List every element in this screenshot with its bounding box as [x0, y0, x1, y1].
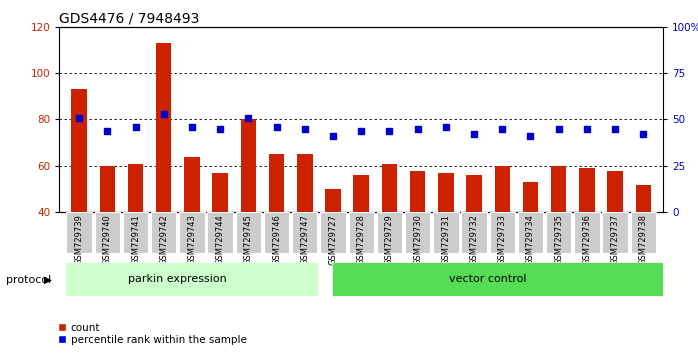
- Bar: [332, 262, 676, 296]
- Bar: [66, 212, 91, 253]
- Bar: [264, 212, 289, 253]
- Bar: [292, 212, 318, 253]
- Bar: [353, 175, 369, 212]
- Bar: [579, 168, 595, 212]
- Bar: [236, 212, 261, 253]
- Bar: [574, 212, 600, 253]
- Text: ▶: ▶: [44, 275, 52, 285]
- Point: [102, 128, 113, 133]
- Text: GSM729735: GSM729735: [554, 215, 563, 265]
- Text: vector control: vector control: [450, 274, 527, 284]
- Bar: [123, 212, 148, 253]
- Text: GSM729731: GSM729731: [441, 215, 450, 265]
- Bar: [65, 262, 318, 296]
- Point: [158, 111, 170, 117]
- Text: GSM729732: GSM729732: [470, 215, 479, 265]
- Point: [73, 115, 84, 120]
- Point: [412, 126, 423, 132]
- Point: [271, 124, 282, 130]
- Bar: [320, 212, 346, 253]
- Bar: [151, 212, 177, 253]
- Bar: [466, 175, 482, 212]
- Bar: [405, 212, 431, 253]
- Bar: [636, 184, 651, 212]
- Text: GSM729742: GSM729742: [159, 215, 168, 265]
- Bar: [269, 154, 284, 212]
- Point: [186, 124, 198, 130]
- Point: [214, 126, 225, 132]
- Bar: [156, 43, 172, 212]
- Bar: [518, 212, 543, 253]
- Bar: [433, 212, 459, 253]
- Text: GSM729737: GSM729737: [611, 215, 620, 266]
- Bar: [461, 212, 487, 253]
- Text: GSM729733: GSM729733: [498, 215, 507, 266]
- Bar: [179, 212, 205, 253]
- Legend: count, percentile rank within the sample: count, percentile rank within the sample: [54, 318, 251, 349]
- Text: protocol: protocol: [6, 275, 51, 285]
- Text: GSM729741: GSM729741: [131, 215, 140, 265]
- Text: GSM729740: GSM729740: [103, 215, 112, 265]
- Point: [327, 133, 339, 139]
- Text: GSM729729: GSM729729: [385, 215, 394, 265]
- Text: GSM729743: GSM729743: [188, 215, 196, 265]
- Point: [638, 132, 649, 137]
- Point: [609, 126, 621, 132]
- Point: [384, 128, 395, 133]
- Bar: [523, 182, 538, 212]
- Bar: [602, 212, 628, 253]
- Text: GSM729745: GSM729745: [244, 215, 253, 265]
- Bar: [410, 171, 425, 212]
- Bar: [494, 166, 510, 212]
- Bar: [607, 171, 623, 212]
- Point: [243, 115, 254, 120]
- Bar: [489, 212, 515, 253]
- Point: [468, 132, 480, 137]
- Text: parkin expression: parkin expression: [128, 274, 228, 284]
- Text: GDS4476 / 7948493: GDS4476 / 7948493: [59, 11, 200, 25]
- Bar: [382, 164, 397, 212]
- Point: [581, 126, 593, 132]
- Bar: [631, 212, 656, 253]
- Text: GSM729730: GSM729730: [413, 215, 422, 265]
- Point: [553, 126, 564, 132]
- Bar: [241, 119, 256, 212]
- Bar: [100, 166, 115, 212]
- Bar: [348, 212, 374, 253]
- Text: GSM729727: GSM729727: [329, 215, 338, 265]
- Bar: [438, 173, 454, 212]
- Point: [299, 126, 311, 132]
- Bar: [325, 189, 341, 212]
- Bar: [297, 154, 313, 212]
- Bar: [551, 166, 567, 212]
- Text: GSM729746: GSM729746: [272, 215, 281, 265]
- Text: GSM729744: GSM729744: [216, 215, 225, 265]
- Bar: [212, 173, 228, 212]
- Text: GSM729739: GSM729739: [75, 215, 84, 265]
- Bar: [71, 89, 87, 212]
- Text: GSM729736: GSM729736: [582, 215, 591, 266]
- Point: [497, 126, 508, 132]
- Point: [130, 124, 141, 130]
- Bar: [95, 212, 120, 253]
- Text: GSM729738: GSM729738: [639, 215, 648, 266]
- Point: [356, 128, 367, 133]
- Bar: [546, 212, 572, 253]
- Bar: [207, 212, 233, 253]
- Text: GSM729747: GSM729747: [300, 215, 309, 265]
- Text: GSM729734: GSM729734: [526, 215, 535, 265]
- Bar: [128, 164, 143, 212]
- Point: [525, 133, 536, 139]
- Bar: [184, 156, 200, 212]
- Bar: [377, 212, 402, 253]
- Point: [440, 124, 452, 130]
- Text: GSM729728: GSM729728: [357, 215, 366, 265]
